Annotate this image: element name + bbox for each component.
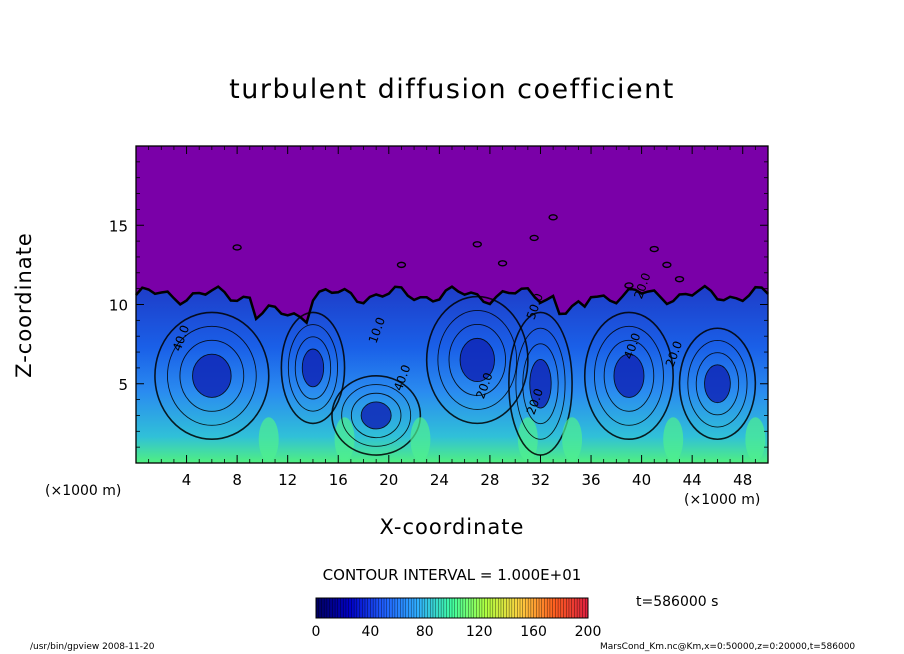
eddy-contour [594,325,664,426]
eddy-contour [287,324,339,412]
contour-blob [472,241,482,248]
x-tick-label: 40 [632,471,651,489]
eddy-contour [704,364,731,404]
y-tick-label: 5 [118,376,128,394]
x-tick-label: 12 [278,471,297,489]
chart-title: turbulent diffusion coefficient [229,74,675,105]
eddy-contour [603,339,655,412]
x-tick-label: 24 [430,471,449,489]
colorbar-tick-label: 200 [575,624,602,640]
colorbar-tick-label: 0 [312,624,321,640]
x-axis-unit-left: (×1000 m) [45,483,122,499]
colorbar-tick-label: 160 [520,624,547,640]
contour-blob [674,275,685,283]
colorbar-tick-label: 80 [416,624,434,640]
x-tick-label: 36 [581,471,600,489]
x-tick-label: 4 [182,471,192,489]
x-tick-label: 32 [531,471,550,489]
y-tick-label: 10 [109,297,128,315]
eddy-contour [687,340,748,428]
contour-blob [396,261,407,269]
x-tick-label: 20 [379,471,398,489]
eddy-contour [192,353,232,398]
plume-region [517,417,538,462]
eddy-contour [522,343,559,425]
eddy-contour [294,336,332,400]
contour-blob [662,261,672,269]
contour-blob [497,260,508,267]
eddy-contour [515,327,566,440]
eddy-contour [179,339,245,412]
plume-region [745,417,766,462]
contour-blob [649,245,659,253]
plume-region [562,417,583,462]
layer-top-contour [135,284,769,325]
footer-right: MarsCond_Km.nc@Km,x=0:50000,z=0:20000,t=… [600,642,856,652]
plume-region [258,417,279,462]
contour-blob [548,214,558,221]
eddy-contour [425,295,529,425]
x-tick-label: 44 [683,471,702,489]
eddy-contour [613,353,645,398]
eddy-contour [331,375,422,456]
colorbar-tick-label: 120 [466,624,493,640]
x-tick-label: 28 [480,471,499,489]
colorbar-tick-label: 40 [361,624,379,640]
eddy-contour [280,311,346,425]
x-tick-label: 8 [232,471,242,489]
eddy-contour [448,324,507,396]
eddy-contour [341,384,412,447]
x-tick-label: 48 [733,471,752,489]
eddy-contour [301,348,325,388]
x-axis-unit-right: (×1000 m) [684,492,761,508]
eddy-contour [166,325,257,426]
plume-region [334,417,355,462]
footer-left: /usr/bin/gpview 2008-11-20 [30,642,155,652]
y-tick-label: 15 [109,217,128,235]
eddy-contour [678,327,757,441]
eddy-contour [360,401,392,430]
plume-region [410,417,431,462]
eddy-contour [529,359,552,409]
time-label: t=586000 s [636,594,719,610]
eddy-contour [154,311,270,441]
contour-interval: CONTOUR INTERVAL = 1.000E+01 [322,566,582,584]
y-axis-label: Z-coordinate [12,232,36,378]
contour-blob [232,244,242,251]
contour-blob [529,234,539,242]
eddy-contour [350,392,402,439]
eddy-contour [437,310,518,410]
eddy-contour [695,352,740,416]
contour-blob [624,282,634,289]
turbulent-layer [136,286,768,463]
x-tick-label: 16 [329,471,348,489]
eddy-contour [583,311,674,441]
eddy-contour [459,337,495,383]
x-axis-label: X-coordinate [379,515,525,539]
plume-region [663,417,684,462]
